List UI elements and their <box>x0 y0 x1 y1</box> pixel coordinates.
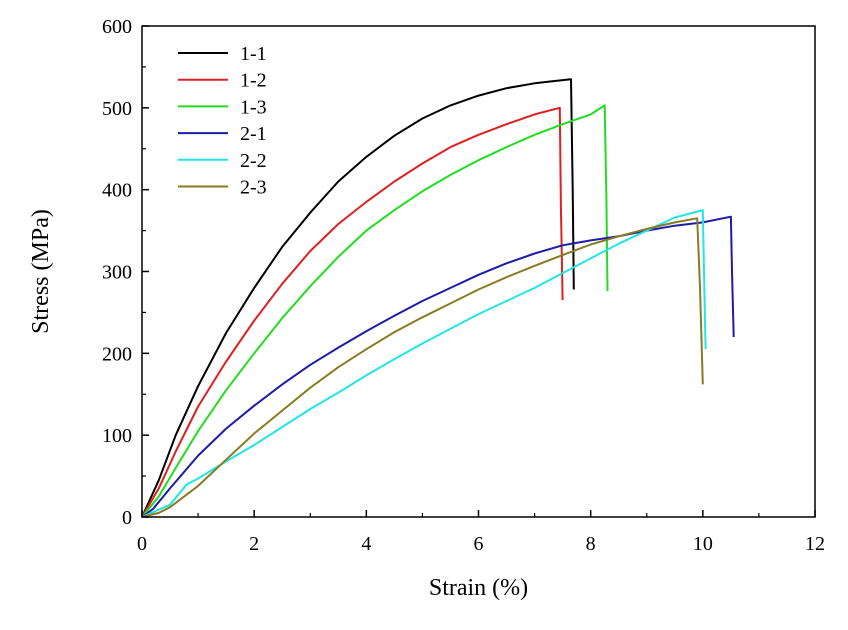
y-tick-label: 500 <box>102 98 132 120</box>
x-tick-label: 10 <box>693 533 713 555</box>
series-line-2-3 <box>141 217 704 518</box>
y-axis-ticks: 0 100 200 300 400 500 600 <box>102 16 149 529</box>
y-tick-label: 0 <box>122 507 132 529</box>
x-axis-title: Strain (%) <box>429 575 528 601</box>
y-tick-label: 600 <box>102 16 132 38</box>
legend: 1-1 1-2 1-3 2-1 2-2 2-3 <box>178 43 267 199</box>
legend-label-2-3: 2-3 <box>240 177 267 199</box>
series-layer <box>141 78 735 518</box>
legend-label-1-1: 1-1 <box>240 43 267 65</box>
y-tick-label: 300 <box>102 262 132 284</box>
x-tick-label: 4 <box>361 533 371 555</box>
series-line-1-2 <box>141 106 564 518</box>
y-tick-label: 200 <box>102 343 132 365</box>
x-axis-ticks: 0 2 4 6 8 10 12 <box>137 510 825 555</box>
x-tick-label: 6 <box>474 533 484 555</box>
y-axis-title: Stress (MPa) <box>28 209 54 334</box>
x-tick-label: 8 <box>586 533 596 555</box>
x-tick-label: 0 <box>137 533 147 555</box>
legend-label-2-1: 2-1 <box>240 123 267 145</box>
x-tick-label: 12 <box>805 533 825 555</box>
series-line-1-1 <box>141 78 575 518</box>
series-line-1-3 <box>141 104 609 518</box>
y-tick-label: 400 <box>102 180 132 202</box>
x-tick-label: 2 <box>249 533 259 555</box>
y-tick-label: 100 <box>102 425 132 447</box>
legend-label-1-2: 1-2 <box>240 70 267 92</box>
legend-label-1-3: 1-3 <box>240 96 267 118</box>
series-line-2-1 <box>141 215 735 518</box>
legend-label-2-2: 2-2 <box>240 150 267 172</box>
